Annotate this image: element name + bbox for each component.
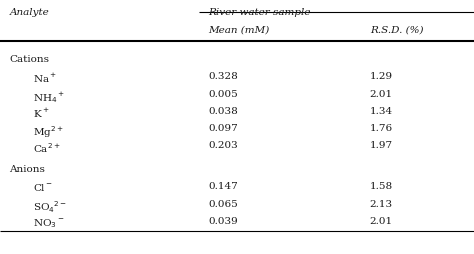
Text: 0.328: 0.328: [209, 72, 238, 81]
Text: Cl$^-$: Cl$^-$: [33, 182, 53, 193]
Text: Mg$^{2+}$: Mg$^{2+}$: [33, 124, 64, 140]
Text: 0.147: 0.147: [209, 182, 238, 192]
Text: 0.065: 0.065: [209, 200, 238, 209]
Text: 2.01: 2.01: [370, 90, 393, 99]
Text: Mean (mM): Mean (mM): [209, 26, 270, 35]
Text: NO$_3$$^-$: NO$_3$$^-$: [33, 217, 64, 230]
Text: 1.76: 1.76: [370, 124, 393, 133]
Text: 1.97: 1.97: [370, 141, 393, 150]
Text: R.S.D. (%): R.S.D. (%): [370, 26, 423, 35]
Text: 0.203: 0.203: [209, 141, 238, 150]
Text: 0.005: 0.005: [209, 90, 238, 99]
Text: Anions: Anions: [9, 165, 46, 174]
Text: 1.29: 1.29: [370, 72, 393, 81]
Text: Analyte: Analyte: [9, 8, 49, 17]
Text: 0.039: 0.039: [209, 217, 238, 226]
Text: Cations: Cations: [9, 55, 49, 64]
Text: Na$^+$: Na$^+$: [33, 72, 57, 85]
Text: 2.01: 2.01: [370, 217, 393, 226]
Text: NH$_4$$^+$: NH$_4$$^+$: [33, 90, 65, 105]
Text: 1.58: 1.58: [370, 182, 393, 192]
Text: K$^+$: K$^+$: [33, 107, 50, 120]
Text: River water sample: River water sample: [209, 8, 311, 17]
Text: 0.038: 0.038: [209, 107, 238, 116]
Text: 0.097: 0.097: [209, 124, 238, 133]
Text: SO$_4$$^{2-}$: SO$_4$$^{2-}$: [33, 200, 67, 215]
Text: 2.13: 2.13: [370, 200, 393, 209]
Text: 1.34: 1.34: [370, 107, 393, 116]
Text: Ca$^{2+}$: Ca$^{2+}$: [33, 141, 61, 155]
